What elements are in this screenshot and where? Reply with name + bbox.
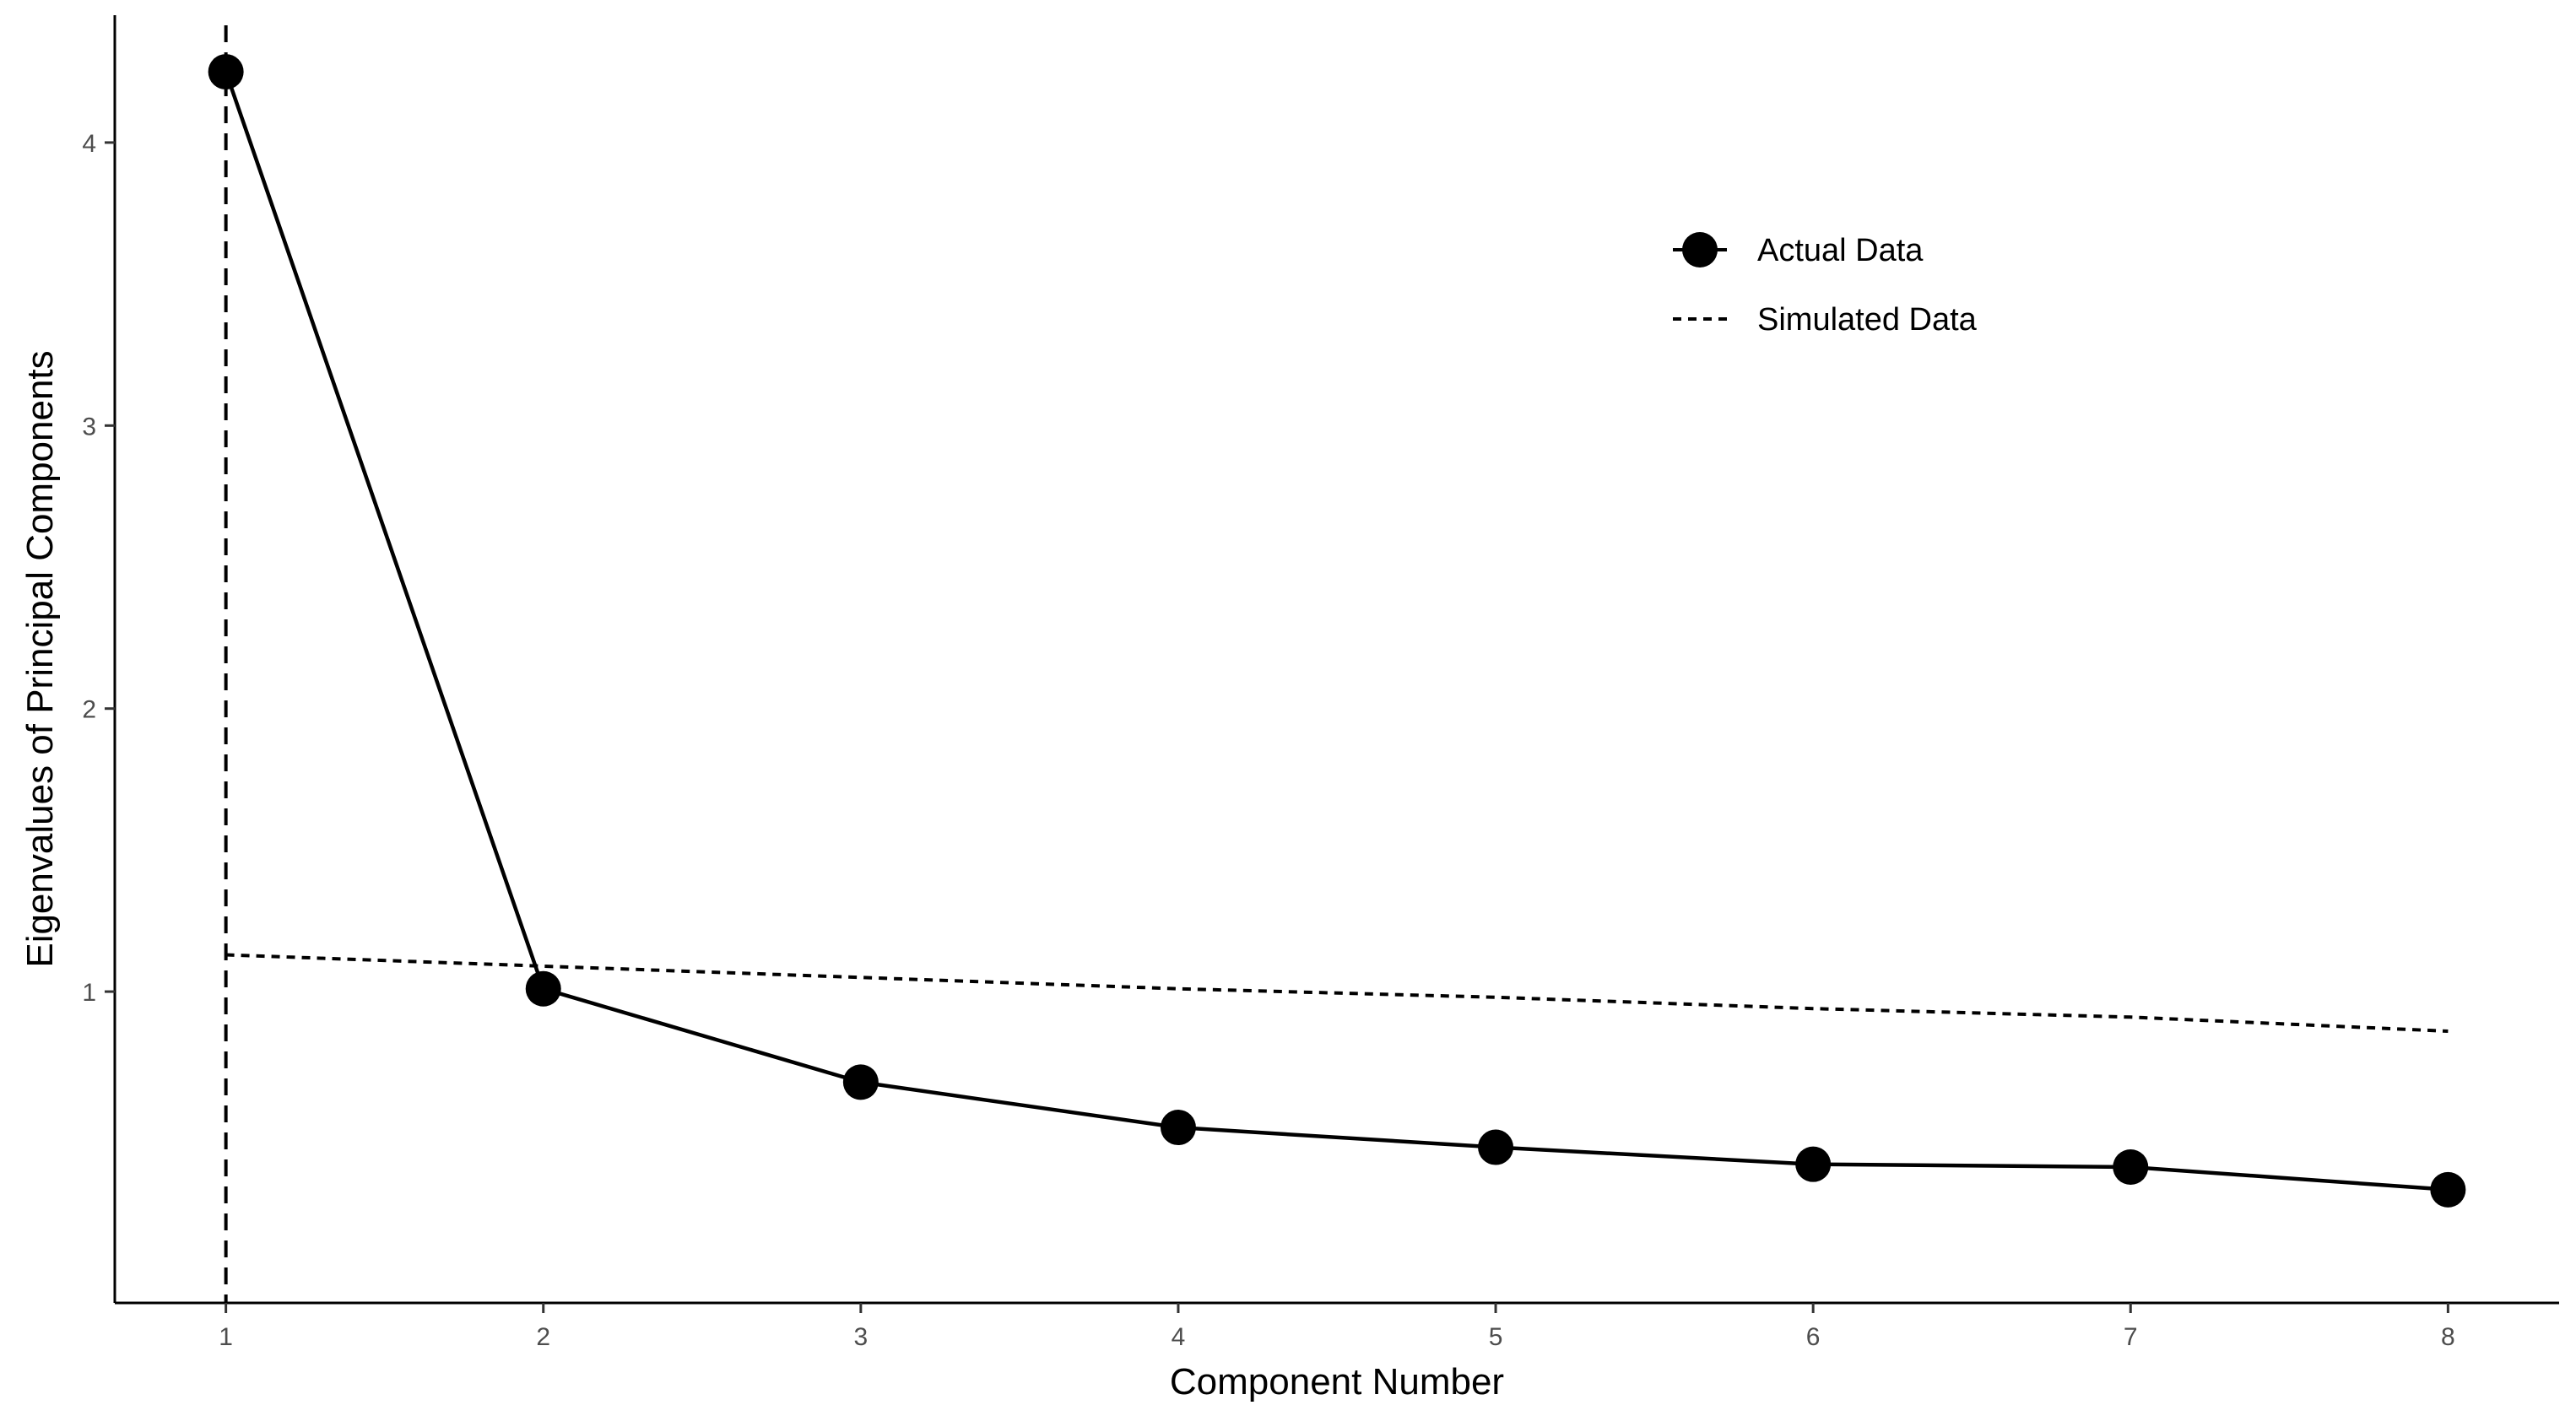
series-line-2 bbox=[225, 953, 2449, 1033]
legend: Actual Data Simulated Data bbox=[1673, 232, 1978, 338]
series-points-layer bbox=[208, 54, 2466, 1208]
legend-label-2: Simulated Data bbox=[1757, 302, 1978, 338]
x-tick-label: 7 bbox=[2124, 1323, 2138, 1351]
y-tick-label: 4 bbox=[82, 130, 96, 158]
x-tick-label: 4 bbox=[1172, 1323, 1186, 1351]
y-tick-label: 3 bbox=[82, 413, 96, 440]
y-axis-title: Eigenvalues of Principal Components bbox=[19, 350, 61, 967]
data-point-1-3 bbox=[842, 1064, 879, 1100]
x-tick-label: 1 bbox=[219, 1323, 233, 1351]
x-tick-label: 6 bbox=[1806, 1323, 1821, 1351]
data-point-1-8 bbox=[2430, 1171, 2466, 1208]
x-tick-label: 5 bbox=[1489, 1323, 1503, 1351]
y-tick-label: 2 bbox=[82, 696, 96, 724]
axes-layer: 1 2 3 4 5 6 7 8 1 2 3 4 Component Number Eigenvalues … bbox=[19, 15, 2559, 1402]
legend-label-1: Actual Data bbox=[1757, 233, 1924, 268]
y-tick-label: 1 bbox=[82, 979, 96, 1007]
series-lines-layer bbox=[224, 25, 2449, 1303]
x-axis-title: Component Number bbox=[1170, 1361, 1504, 1402]
series-line-1 bbox=[224, 71, 2449, 1192]
data-point-1-7 bbox=[2113, 1149, 2149, 1186]
x-tick-label: 2 bbox=[536, 1323, 550, 1351]
data-point-1-5 bbox=[1478, 1129, 1514, 1165]
x-tick-label: 3 bbox=[854, 1323, 869, 1351]
data-point-1-1 bbox=[208, 54, 244, 90]
data-point-1-2 bbox=[525, 970, 561, 1007]
x-tick-label: 8 bbox=[2441, 1323, 2455, 1351]
legend-key-point-1 bbox=[1682, 232, 1718, 268]
data-point-1-6 bbox=[1795, 1146, 1832, 1182]
data-point-1-4 bbox=[1160, 1110, 1196, 1146]
